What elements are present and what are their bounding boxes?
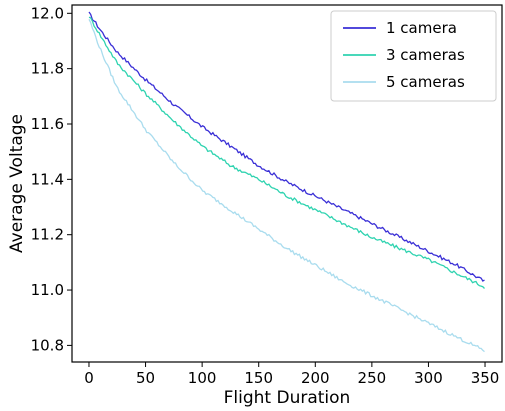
y-tick-label: 11.0: [31, 281, 64, 299]
x-tick-label: 0: [84, 369, 94, 387]
legend-label-2: 3 cameras: [386, 46, 465, 64]
y-tick-label: 11.2: [31, 226, 64, 244]
x-axis-title: Flight Duration: [224, 388, 351, 408]
x-tick-label: 350: [471, 369, 500, 387]
x-tick-label: 200: [301, 369, 330, 387]
x-tick-label: 250: [358, 369, 387, 387]
y-tick-label: 11.4: [31, 170, 64, 188]
x-tick-label: 150: [244, 369, 273, 387]
plot-frame: [71, 4, 503, 363]
legend-label-1: 1 camera: [386, 19, 457, 37]
series-line-2: [88, 16, 485, 289]
y-axis-title: Average Voltage: [7, 114, 27, 253]
legend-box: [330, 10, 497, 102]
y-tick-label: 10.8: [31, 336, 64, 354]
y-tick-label: 12.0: [31, 4, 64, 22]
x-tick-label: 100: [188, 369, 217, 387]
y-tick-label: 11.6: [31, 115, 64, 133]
series-line-3: [88, 19, 485, 353]
legend-label-3: 5 cameras: [386, 73, 465, 91]
series-line-1: [88, 11, 485, 282]
x-tick-label: 50: [136, 369, 155, 387]
y-tick-label: 11.8: [31, 60, 64, 78]
x-tick-label: 300: [414, 369, 443, 387]
